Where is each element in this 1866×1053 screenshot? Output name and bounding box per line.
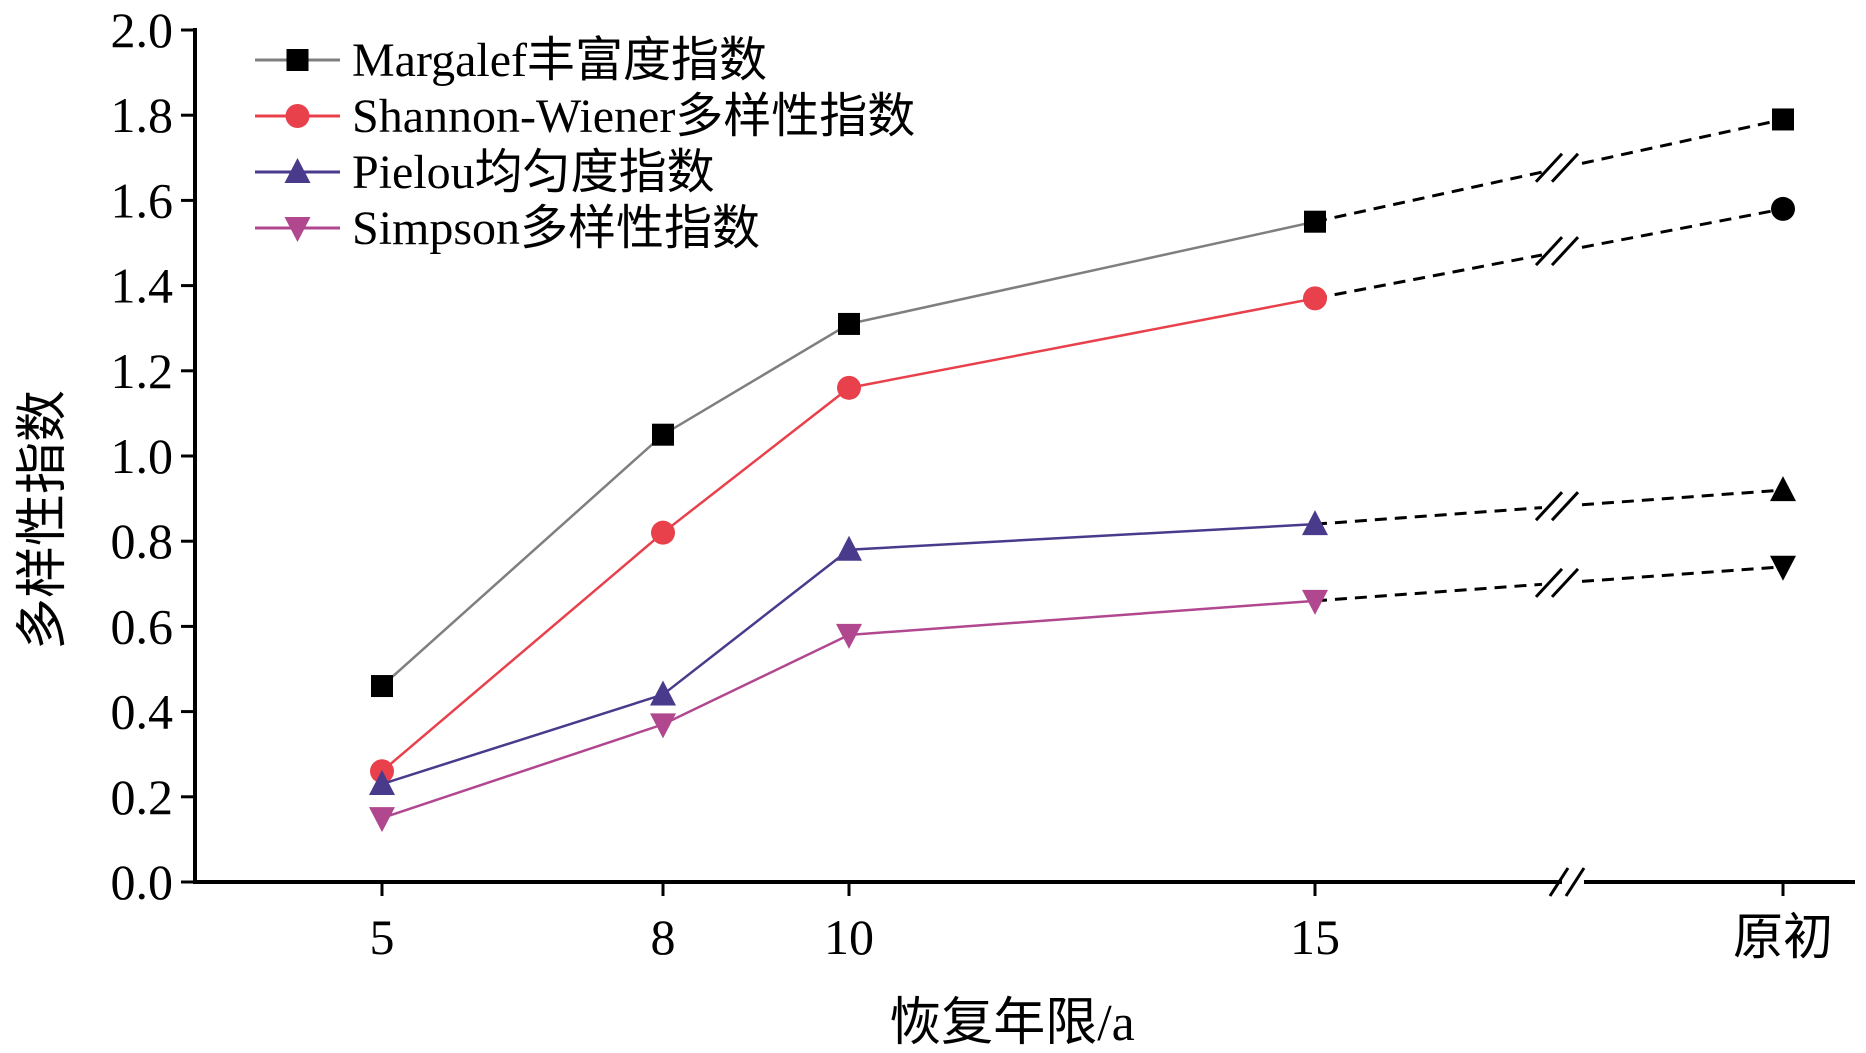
legend-marker: [284, 158, 311, 183]
series-break-mark: [1534, 236, 1564, 267]
series-2: [370, 196, 1795, 784]
y-tick-label: 1.0: [111, 428, 174, 484]
series-break-mark: [1534, 152, 1564, 183]
data-point: [369, 807, 395, 833]
data-point: [1304, 210, 1326, 233]
y-tick-label: 0.4: [111, 684, 174, 740]
series-break-mark: [1550, 236, 1580, 267]
x-axis-label: 恢复年限/a: [889, 995, 1135, 1052]
x-tick-label: 15: [1290, 909, 1340, 965]
series-dashed-line: [1314, 506, 1543, 526]
data-point: [837, 375, 861, 400]
data-point: [838, 312, 860, 335]
legend-entry-4: Simpson多样性指数: [255, 202, 760, 255]
data-point: [652, 423, 674, 446]
y-tick-label: 1.6: [111, 172, 174, 228]
y-tick-label: 0.2: [111, 769, 174, 825]
data-point: [650, 680, 676, 706]
series-3: [369, 476, 1796, 796]
series-break-mark: [1550, 567, 1580, 598]
y-tick-label: 1.4: [111, 258, 174, 314]
data-point: [1771, 196, 1795, 221]
series-4: [369, 555, 1796, 833]
y-tick-label: 2.0: [111, 2, 174, 58]
series-break-mark: [1550, 152, 1580, 183]
legend-entry-1: Margalef丰富度指数: [255, 34, 767, 87]
y-tick-label: 0.6: [111, 598, 174, 654]
legend-label: Shannon-Wiener多样性指数: [352, 90, 915, 143]
legend-entry-2: Shannon-Wiener多样性指数: [255, 90, 915, 143]
data-point: [650, 713, 676, 739]
y-tick-label: 0.8: [111, 513, 174, 569]
data-point: [1772, 108, 1794, 131]
legend: Margalef丰富度指数Shannon-Wiener多样性指数Pielou均匀…: [255, 34, 915, 255]
x-tick-label: 5: [370, 909, 395, 965]
y-tick-label: 1.2: [111, 343, 174, 399]
data-point: [1770, 476, 1796, 502]
y-tick-label: 1.8: [111, 87, 174, 143]
legend-marker: [284, 217, 311, 242]
series-1: [371, 108, 1794, 698]
series-line: [381, 522, 1316, 786]
series-break-mark: [1534, 491, 1564, 522]
series-dashed-line: [1581, 565, 1784, 583]
data-point: [651, 520, 675, 545]
series-dashed-line: [1581, 117, 1784, 165]
series-line: [381, 220, 1316, 687]
data-point: [836, 535, 862, 561]
series-break-mark: [1534, 567, 1564, 598]
series-line: [381, 599, 1316, 820]
x-tick-label: 原初: [1733, 909, 1833, 965]
axes: 0.0 0.2 0.4 0.6 0.8 1.0 1.2 1.4 1.6 1.8 2.0 5 8 10 15 原…: [111, 2, 1855, 965]
x-axis-break-mark: [1548, 867, 1570, 897]
data-point: [371, 675, 393, 698]
data-point: [836, 623, 862, 649]
x-axis-break-mark: [1564, 867, 1586, 897]
data-point: [1770, 555, 1796, 581]
series-break-mark: [1550, 491, 1580, 522]
series-dashed-line: [1314, 253, 1543, 300]
y-tick-label: 0.0: [111, 854, 174, 910]
legend-label: Simpson多样性指数: [352, 202, 760, 255]
data-point: [1302, 510, 1328, 536]
legend-label: Pielou均匀度指数: [352, 146, 715, 199]
x-tick-label: 8: [651, 909, 676, 965]
series-line: [381, 297, 1316, 773]
legend-marker: [285, 104, 310, 128]
x-tick-label: 10: [824, 909, 874, 965]
series-dashed-line: [1581, 488, 1784, 507]
data-point: [369, 770, 395, 796]
series-dashed-line: [1314, 582, 1543, 603]
series-dashed-line: [1581, 207, 1784, 249]
data-point: [1302, 589, 1328, 615]
series-dashed-line: [1314, 170, 1543, 224]
data-point: [1303, 286, 1327, 311]
plot-area: [369, 108, 1796, 833]
legend-marker: [286, 49, 309, 71]
legend-label: Margalef丰富度指数: [352, 34, 767, 87]
y-axis-label: 多样性指数: [15, 390, 72, 650]
legend-entry-3: Pielou均匀度指数: [255, 146, 715, 199]
